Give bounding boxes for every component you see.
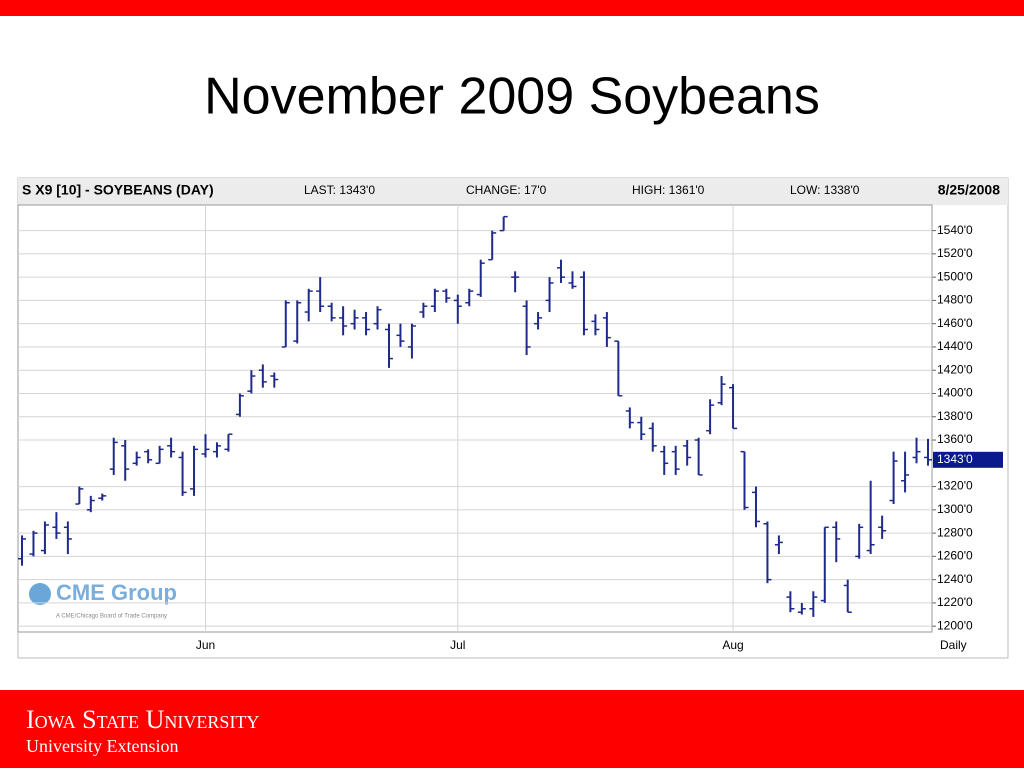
header-text: LAST: 1343'0 [304, 183, 375, 197]
header-text: 8/25/2008 [938, 182, 1000, 198]
y-tick-label: 1260'0 [937, 549, 973, 563]
logo-globe [29, 583, 51, 605]
footer-subtitle: University Extension [26, 736, 178, 756]
y-tick-label: 1400'0 [937, 386, 973, 400]
last-price-box [933, 451, 1003, 468]
period-label: Daily [940, 638, 967, 652]
header-text: HIGH: 1361'0 [632, 183, 705, 197]
y-tick-label: 1380'0 [937, 409, 973, 423]
y-tick-label: 1440'0 [937, 339, 973, 353]
y-tick-label: 1200'0 [937, 618, 973, 632]
logo-subtext: A CME/Chicago Board of Trade Company [56, 614, 167, 620]
y-tick-label: 1420'0 [937, 362, 973, 376]
last-price-label: 1343'0 [937, 452, 973, 466]
y-tick-label: 1480'0 [937, 293, 973, 307]
y-tick-label: 1300'0 [937, 502, 973, 516]
slide-title: November 2009 Soybeans [204, 68, 820, 126]
header-text: LOW: 1338'0 [790, 183, 860, 197]
header-text: CHANGE: 17'0 [466, 183, 547, 197]
y-tick-label: 1320'0 [937, 479, 973, 493]
x-tick-label: Aug [722, 638, 743, 652]
y-tick-label: 1280'0 [937, 525, 973, 539]
y-tick-label: 1360'0 [937, 432, 973, 446]
top-bar [0, 0, 1024, 16]
y-tick-label: 1240'0 [937, 572, 973, 586]
logo: CME Group A CME/Chicago Board of Trade C… [29, 580, 177, 620]
y-tick-label: 1520'0 [937, 246, 973, 260]
x-tick-label: Jun [196, 638, 215, 652]
footer-title: Iowa State University [26, 705, 259, 734]
y-tick-label: 1500'0 [937, 269, 973, 283]
y-tick-label: 1460'0 [937, 316, 973, 330]
y-tick-label: 1220'0 [937, 595, 973, 609]
x-tick-label: Jul [450, 638, 465, 652]
logo-text: CME Group [56, 580, 177, 605]
chart-header [18, 178, 1008, 205]
y-tick-label: 1540'0 [937, 223, 973, 237]
header-text: S X9 [10] - SOYBEANS (DAY) [22, 182, 214, 198]
footer-bar [0, 690, 1024, 768]
plot-area [17, 204, 933, 633]
